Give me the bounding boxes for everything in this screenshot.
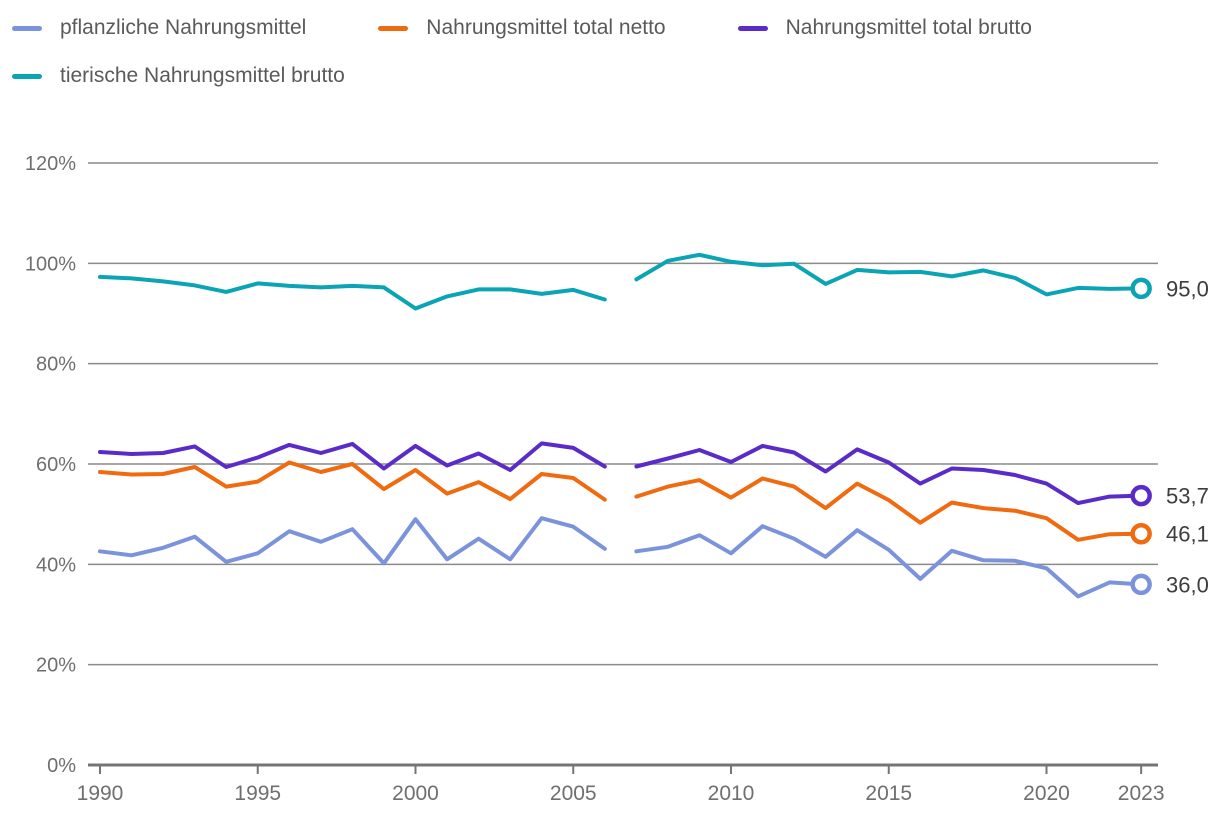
- end-value-label: 36,0: [1166, 572, 1209, 597]
- legend-label: Nahrungsmittel total netto: [426, 16, 666, 39]
- y-tick-label: 40%: [36, 554, 76, 576]
- y-tick-label: 20%: [36, 655, 76, 677]
- end-marker-icon: [1130, 277, 1152, 300]
- series-line-1: [98, 460, 607, 502]
- legend-row-1: pflanzliche Nahrungsmittel Nahrungsmitte…: [12, 16, 1212, 40]
- legend-row-2: tierische Nahrungsmittel brutto: [12, 64, 1212, 88]
- legend-label: pflanzliche Nahrungsmittel: [60, 16, 307, 39]
- series-line-3: [634, 252, 1144, 297]
- end-value-label: 46,1: [1166, 522, 1209, 547]
- x-tick-label: 2010: [708, 782, 755, 805]
- x-tick-label: 2023: [1118, 782, 1165, 805]
- chart-legend: pflanzliche Nahrungsmittel Nahrungsmitte…: [12, 16, 1212, 112]
- x-tick-label: 1990: [77, 782, 124, 805]
- legend-swatch-icon: [737, 25, 768, 31]
- y-tick-label: 80%: [36, 354, 76, 376]
- end-marker-icon: [1130, 484, 1152, 507]
- series-line-2: [634, 443, 1144, 506]
- x-tick-label: 2015: [865, 782, 912, 805]
- y-tick-label: 60%: [36, 454, 76, 476]
- legend-swatch-icon: [378, 25, 409, 31]
- series-line-3: [98, 274, 607, 311]
- x-tick-label: 2000: [392, 782, 439, 805]
- series-line-1: [634, 476, 1144, 542]
- x-tick-label: 2020: [1023, 782, 1070, 805]
- x-tick-label: 1995: [234, 782, 281, 805]
- y-tick-label: 120%: [25, 153, 76, 175]
- legend-label: Nahrungsmittel total brutto: [785, 16, 1032, 39]
- y-tick-label: 100%: [25, 253, 76, 275]
- legend-item-tierische-nahrungsmittel-brutto: tierische Nahrungsmittel brutto: [12, 64, 345, 88]
- end-value-label: 95,0: [1166, 276, 1209, 301]
- legend-swatch-icon: [12, 73, 42, 79]
- legend-item-nahrungsmittel-total-netto: Nahrungsmittel total netto: [378, 16, 666, 40]
- legend-item-pflanzliche-nahrungsmittel: pflanzliche Nahrungsmittel: [12, 16, 306, 40]
- x-tick-label: 2005: [550, 782, 597, 805]
- series-line-2: [98, 441, 607, 472]
- legend-item-nahrungsmittel-total-brutto: Nahrungsmittel total brutto: [737, 16, 1032, 40]
- legend-swatch-icon: [12, 25, 42, 31]
- end-marker-icon: [1130, 522, 1152, 545]
- legend-label: tierische Nahrungsmittel brutto: [60, 64, 345, 87]
- series-line-0: [634, 524, 1144, 599]
- series-line-0: [98, 516, 607, 566]
- end-marker-icon: [1130, 573, 1152, 596]
- end-value-label: 53,7: [1166, 484, 1209, 509]
- y-tick-label: 0%: [47, 755, 76, 777]
